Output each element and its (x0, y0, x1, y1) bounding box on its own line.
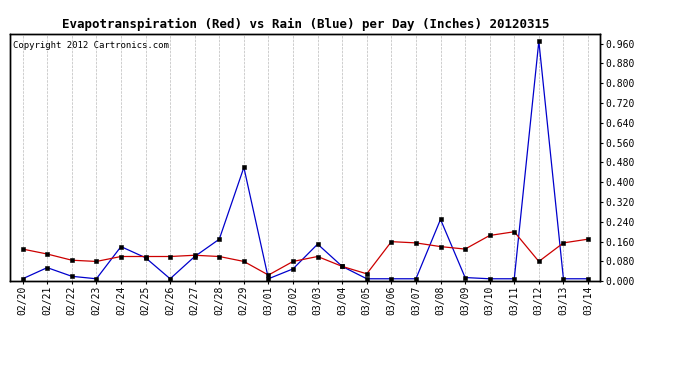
Title: Evapotranspiration (Red) vs Rain (Blue) per Day (Inches) 20120315: Evapotranspiration (Red) vs Rain (Blue) … (61, 18, 549, 31)
Text: Copyright 2012 Cartronics.com: Copyright 2012 Cartronics.com (13, 41, 169, 50)
